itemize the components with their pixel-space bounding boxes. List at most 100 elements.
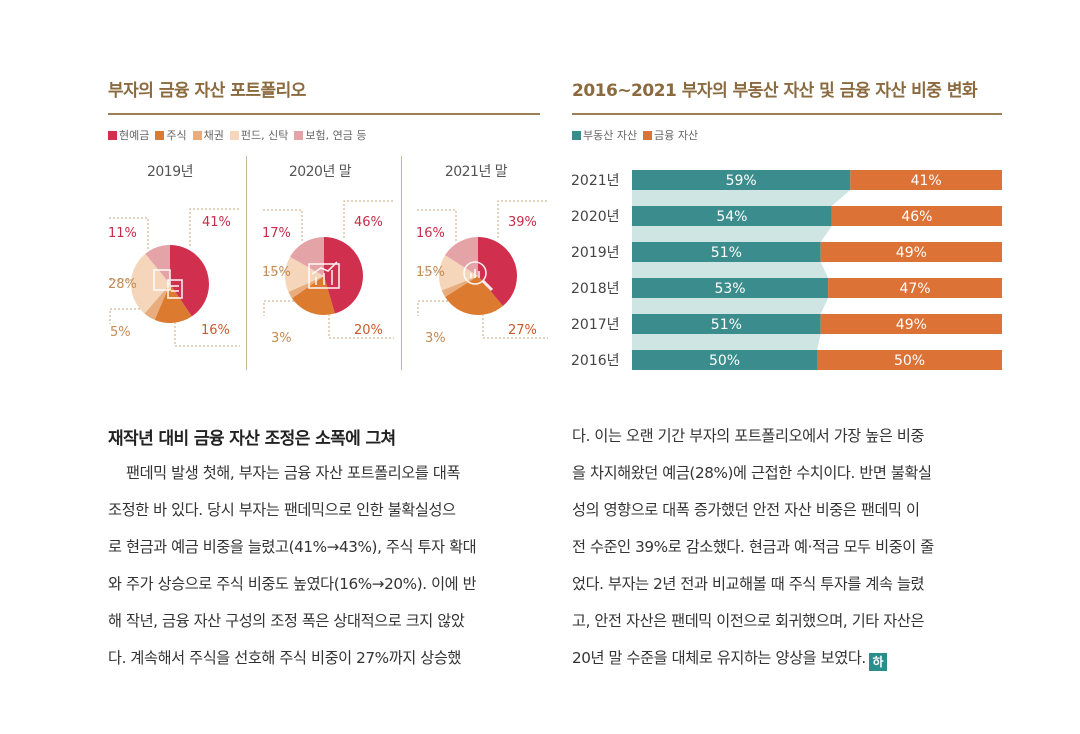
pie1-label-fund: 28%: [108, 277, 137, 292]
bar-financial-5: [817, 350, 1002, 370]
pie-2-slice-3: [439, 255, 478, 291]
bar-legend: 부동산 자산 금융 자산: [572, 127, 698, 143]
col1-line-3: 로 현금과 예금 비중을 늘렸고(41%→43%), 주식 투자 확대: [108, 538, 477, 556]
pie-0-leader-1: [174, 322, 240, 347]
pie-legend-label: 보험, 연금 등: [305, 129, 367, 142]
bar-data-label: 51%: [711, 245, 742, 261]
pie-0-slice-0: [170, 245, 209, 317]
pie-0-slice-2: [144, 284, 170, 320]
article-column-2: 다. 이는 오랜 기간 부자의 포트폴리오에서 가장 높은 비중 을 차지해왔던…: [572, 418, 934, 677]
pie-1-slice-1: [291, 276, 335, 315]
bar-legend-swatch: [572, 130, 581, 140]
pie-2-slice-0: [478, 237, 517, 307]
bar-financial-1: [831, 206, 1002, 226]
bar-real-estate-4: [632, 314, 821, 334]
bar-data-label: 50%: [894, 353, 925, 369]
pie-legend-item-4: 보험, 연금 등: [294, 127, 366, 143]
pie-0-leader-0: [189, 208, 240, 246]
pie-2-leader-0: [497, 200, 548, 238]
pie1-label-cash: 41%: [202, 215, 231, 230]
pie-1-leader-2: [263, 300, 294, 316]
pie-legend-label: 채권: [203, 129, 224, 142]
magnifier-chart-icon: [463, 261, 494, 292]
pie-0-slice-1: [154, 284, 192, 323]
pie-legend-item-1: 주식: [155, 127, 187, 143]
pie-1-leader-1: [328, 314, 394, 339]
pie-1-slice-0: [324, 237, 363, 314]
pie3-label-stock: 27%: [508, 323, 537, 338]
bar-data-label: 59%: [726, 173, 757, 189]
bar-category-label: 2016년: [571, 353, 620, 369]
pie3-label-fund: 15%: [416, 265, 445, 280]
pie2-label-stock: 20%: [354, 323, 383, 338]
pie-divider-1: [246, 156, 247, 370]
pie2-label-fund: 15%: [262, 265, 291, 280]
bar-legend-item-1: 금융 자산: [643, 127, 698, 143]
bar-category-label: 2020년: [571, 209, 620, 225]
pie-1-slice-3: [285, 256, 324, 292]
bar-connector-band: [632, 170, 851, 370]
bar-data-label: 49%: [896, 245, 927, 261]
pie2-label-bond: 3%: [271, 331, 292, 346]
pie1-label-insurance: 11%: [108, 226, 137, 241]
col2-line-6: 고, 안전 자산은 팬데믹 이전으로 회귀했으며, 기타 자산은: [572, 612, 925, 630]
col2-line-5: 었다. 부자는 2년 전과 비교해볼 때 주식 투자를 계속 늘렸: [572, 575, 925, 593]
end-mark-logo: 하: [868, 653, 887, 671]
right-title-rule: [572, 113, 1002, 115]
left-section-title: 부자의 금융 자산 포트폴리오: [108, 81, 306, 101]
pie-legend: 현예금 주식 채권 펀드, 신탁 보험, 연금 등: [108, 127, 366, 143]
pie-1: [262, 200, 394, 339]
pie-1-leader-0: [343, 200, 394, 238]
col1-line-4: 와 주가 상승으로 주식 비중도 높였다(16%→20%). 이에 반: [108, 575, 477, 593]
pie2-label-insurance: 17%: [262, 226, 291, 241]
col2-line-3: 성의 영향으로 대폭 증가했던 안전 자산 비중은 팬데믹 이: [572, 501, 920, 519]
pie2-label-cash: 46%: [354, 215, 383, 230]
pie-legend-label: 펀드, 신탁: [240, 129, 289, 142]
pie-2-slice-4: [445, 237, 478, 276]
bar-category-label: 2018년: [571, 281, 620, 297]
col2-line-2: 을 차지해왔던 예금(28%)에 근접한 수치이다. 반면 불확실: [572, 464, 932, 482]
bar-data-label: 51%: [711, 317, 742, 333]
pie-legend-swatch: [155, 130, 165, 140]
bar-data-label: 54%: [716, 209, 747, 225]
pie-legend-swatch: [108, 130, 117, 140]
col1-line-2: 조정한 바 있다. 당시 부자는 팬데믹으로 인한 불확실성으: [108, 501, 456, 519]
pie-0-slice-3: [131, 253, 170, 314]
bar-legend-label: 금융 자산: [654, 129, 699, 142]
right-section-title: 2016~2021 부자의 부동산 자산 및 금융 자산 비중 변화: [572, 81, 978, 101]
bar-category-label: 2019년: [571, 245, 620, 261]
bar-real-estate-1: [632, 206, 832, 226]
col2-line-7: 20년 말 수준을 대체로 유지하는 양상을 보였다.: [572, 649, 866, 667]
pie-1-leader-4: [262, 209, 303, 241]
pie-0-slice-4: [145, 245, 170, 284]
pie-legend-item-0: 현예금: [108, 127, 149, 143]
pie1-label-bond: 5%: [110, 325, 131, 340]
pie3-label-bond: 3%: [425, 331, 446, 346]
pie-legend-swatch: [229, 130, 239, 140]
bar-category-label: 2017년: [571, 317, 620, 333]
bar-financial-3: [828, 278, 1002, 298]
pie-1-slice-2: [288, 276, 324, 299]
bar-financial-4: [820, 314, 1002, 334]
col1-line-6: 다. 계속해서 주식을 선호해 주식 비중이 27%까지 상승했: [108, 649, 462, 667]
bar-real-estate-3: [632, 278, 829, 298]
col2-line-4: 전 수준인 39%로 감소했다. 현금과 예·적금 모두 비중이 줄: [572, 538, 934, 556]
pie-legend-label: 주식: [166, 129, 187, 142]
bar-real-estate-2: [632, 242, 821, 262]
pie-legend-item-3: 펀드, 신탁: [229, 127, 289, 143]
bar-data-label: 47%: [899, 281, 930, 297]
pie-year-2019: 2019년: [146, 164, 194, 180]
article-column-1: 팬데믹 발생 첫해, 부자는 금융 자산 포트폴리오를 대폭 조정한 바 있다.…: [108, 455, 477, 677]
pie-year-2021: 2021년 말: [444, 164, 508, 180]
left-title-rule: [108, 113, 540, 115]
bar-financial-2: [820, 242, 1002, 262]
bar-data-label: 53%: [714, 281, 745, 297]
pie-2-slice-1: [445, 276, 503, 315]
pie-2-leader-2: [417, 300, 448, 316]
bar-real-estate-5: [632, 350, 817, 370]
pie-0: [108, 208, 240, 347]
pie1-label-stock: 16%: [201, 323, 230, 338]
pie-0-leader-2: [109, 308, 140, 324]
calculator-icon: [153, 269, 183, 299]
bar-financial-0: [850, 170, 1002, 190]
